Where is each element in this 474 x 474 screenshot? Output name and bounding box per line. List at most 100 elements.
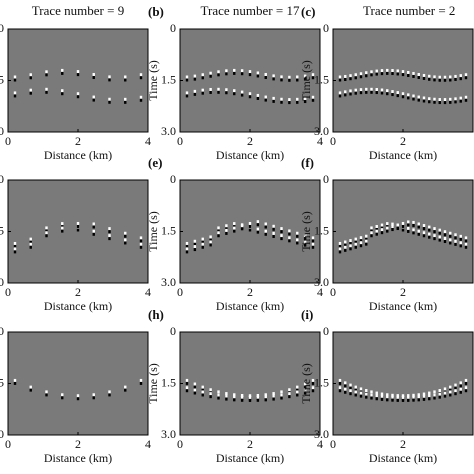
event-peak [438, 389, 441, 393]
event-peak [311, 95, 315, 99]
panel: 0 2 4 0 1.5 3.0 Distance (km) Trace number = 9 [0, 3, 151, 162]
event-peak [29, 242, 32, 246]
event-peak [225, 392, 228, 396]
event-peak [280, 234, 283, 238]
event-peak [296, 97, 299, 101]
event-trough [29, 240, 32, 244]
event-peak [370, 87, 373, 91]
event-peak [396, 394, 399, 398]
event-peak [391, 225, 394, 229]
event-trough [391, 228, 394, 232]
event-peak [354, 385, 357, 389]
event-peak [433, 390, 436, 394]
event-trough [201, 240, 204, 244]
event-peak [185, 241, 189, 245]
event-peak [193, 239, 197, 243]
event-trough [354, 393, 357, 397]
event-trough [412, 231, 415, 235]
event-trough [386, 229, 389, 233]
event-trough [401, 398, 405, 402]
event-peak [422, 394, 426, 398]
panel: 0 2 4 0 1.5 3.0 Distance (km) Time (s) (h) [146, 307, 323, 465]
y-tick-label: 3.0 [314, 124, 329, 138]
event-trough [248, 95, 252, 99]
seismic-events [13, 378, 143, 401]
event-trough [296, 234, 299, 238]
y-tick-label: 3.0 [0, 275, 4, 289]
event-peak [139, 242, 143, 246]
event-peak [433, 393, 436, 397]
event-peak [233, 89, 236, 93]
event-trough [422, 227, 426, 231]
event-peak [338, 386, 342, 390]
event-trough [280, 100, 283, 104]
event-peak [303, 240, 307, 244]
event-peak [124, 75, 127, 79]
event-trough [443, 394, 447, 398]
event-trough [428, 100, 431, 104]
event-peak [365, 239, 368, 243]
event-trough [344, 390, 347, 394]
event-trough [428, 77, 431, 81]
event-trough [459, 237, 462, 241]
event-peak [108, 97, 111, 101]
y-tick-label: 3.0 [0, 124, 4, 138]
event-peak [449, 231, 452, 235]
event-trough [396, 226, 399, 230]
event-trough [433, 78, 436, 82]
event-trough [417, 225, 420, 229]
event-peak [349, 389, 352, 393]
event-trough [311, 245, 315, 249]
event-peak [124, 238, 127, 242]
event-trough [433, 100, 436, 104]
event-trough [201, 76, 204, 80]
event-trough [422, 76, 426, 80]
event-peak [370, 390, 373, 394]
event-trough [272, 234, 275, 238]
event-trough [370, 396, 373, 400]
event-trough [193, 92, 197, 96]
event-trough [288, 395, 291, 399]
y-tick-label: 1.5 [314, 72, 329, 86]
event-peak [256, 393, 260, 397]
x-tick-label: 2 [400, 285, 406, 299]
event-trough [124, 234, 127, 238]
event-trough [443, 101, 447, 105]
x-axis-label: Distance (km) [44, 299, 112, 313]
event-trough [454, 77, 457, 81]
event-trough [272, 77, 275, 81]
event-peak [76, 92, 80, 96]
event-trough [61, 396, 64, 400]
event-peak [108, 390, 111, 394]
event-trough [380, 231, 384, 235]
event-peak [443, 98, 447, 102]
event-peak [354, 237, 357, 241]
event-peak [303, 234, 307, 238]
event-peak [359, 391, 363, 395]
event-trough [359, 91, 363, 95]
event-trough [264, 232, 267, 236]
event-trough [354, 91, 357, 95]
event-trough [375, 91, 378, 95]
event-trough [240, 398, 244, 402]
event-peak [92, 229, 95, 233]
x-tick-label: 2 [75, 134, 81, 148]
event-trough [338, 78, 342, 82]
event-peak [422, 224, 426, 228]
event-peak [209, 240, 212, 244]
event-peak [92, 393, 95, 397]
event-peak [464, 95, 468, 99]
event-peak [438, 75, 441, 79]
event-peak [417, 72, 420, 76]
event-trough [264, 75, 267, 79]
event-peak [359, 72, 363, 76]
event-peak [428, 391, 431, 395]
event-peak [375, 88, 378, 92]
event-peak [201, 237, 204, 241]
event-peak [139, 378, 143, 382]
x-axis-label: Distance (km) [44, 451, 112, 465]
event-trough [417, 98, 420, 102]
event-trough [240, 72, 244, 76]
event-peak [438, 392, 441, 396]
event-trough [338, 389, 342, 393]
